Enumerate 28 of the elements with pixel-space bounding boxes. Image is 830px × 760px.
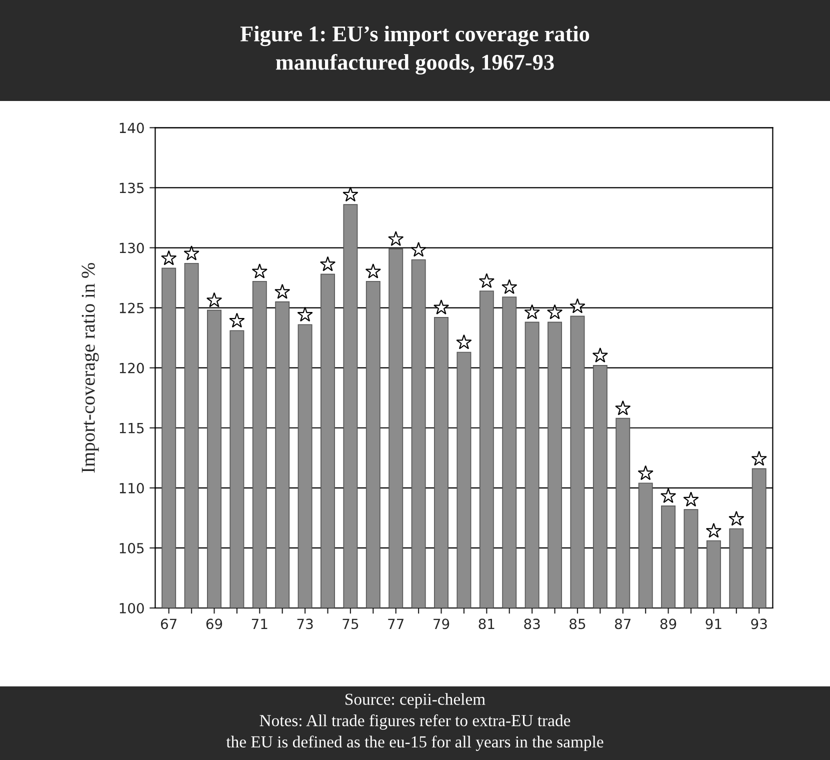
x-tick-label: 91 — [706, 618, 722, 630]
y-tick-label: 110 — [120, 482, 144, 494]
x-tick-label: 75 — [342, 618, 358, 630]
x-tick-label: 83 — [524, 618, 540, 630]
x-tick-label: 71 — [252, 618, 268, 629]
y-axis-title: Import-coverage ratio in % — [82, 262, 99, 473]
y-tick-label: 120 — [120, 362, 144, 374]
x-tick-label: 79 — [434, 618, 450, 630]
y-tick-label: 140 — [120, 122, 144, 134]
y-tick-label: 105 — [120, 542, 144, 554]
x-tick-label: 89 — [660, 618, 676, 630]
x-tick-label: 77 — [388, 618, 404, 629]
source-note: Source: cepii-chelem — [346, 693, 486, 708]
text: the EU is defined as the eu-15 for all years in the sample — [226, 736, 604, 751]
x-tick-label: 93 — [751, 618, 767, 630]
y-tick-label: 130 — [120, 242, 144, 254]
x-tick-label: 67 — [160, 618, 176, 630]
x-tick-label: 85 — [570, 618, 586, 630]
x-tick-label: 87 — [614, 618, 631, 630]
y-tick-label: 125 — [120, 302, 144, 314]
y-tick-label: 135 — [120, 182, 144, 194]
x-tick-label: 81 — [478, 618, 494, 630]
y-tick-label: 115 — [120, 423, 144, 434]
x-tick-label: 69 — [206, 618, 222, 630]
y-tick-label: 100 — [120, 602, 144, 614]
x-tick-label: 73 — [297, 618, 313, 630]
text: Notes: All trade figures refer to extra-EU trade — [260, 714, 570, 730]
chart-title: Figure 1: EU’s import coverage ratio manufactured goods, 1967-93 — [240, 26, 590, 75]
